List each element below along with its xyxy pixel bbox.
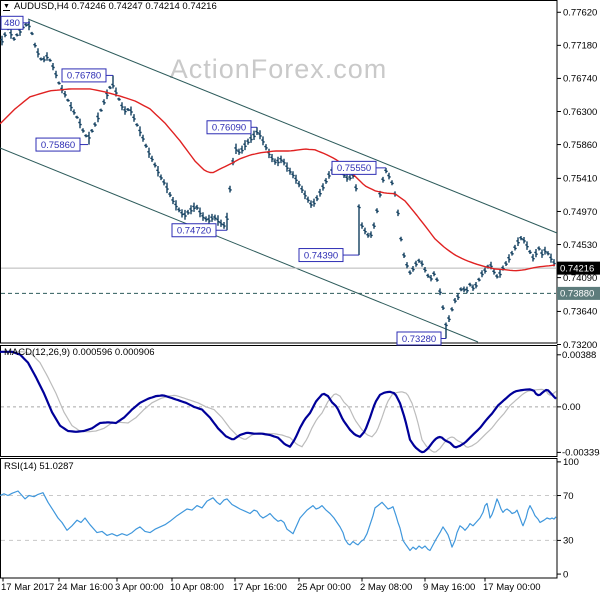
price-annotation-label: 0.74720 (177, 226, 211, 237)
time-label: 3 Apr 00:00 (115, 582, 164, 593)
current-price-badge-label: 0.74216 (560, 263, 594, 274)
price-axis-label: 0.76300 (563, 107, 597, 118)
level-price-badge-label: 0.73880 (560, 289, 594, 300)
rsi-axis-label: 70 (563, 491, 574, 502)
macd-panel-border (0, 345, 558, 457)
main-panel-border (0, 0, 558, 344)
macd-axis-label: 0.00388 (562, 350, 596, 361)
macd-line[interactable] (0, 350, 557, 454)
price-annotation-box (331, 160, 377, 175)
time-label: 17 Mar 2017 (1, 582, 55, 593)
ma-line[interactable] (0, 88, 556, 272)
channel-lower[interactable] (0, 147, 479, 343)
price-annotation-box (396, 331, 442, 346)
time-label: 10 Apr 08:00 (170, 582, 224, 593)
channel-upper[interactable] (27, 18, 558, 234)
price-annotation-box (35, 137, 81, 152)
rsi-axis-label: 100 (563, 457, 579, 468)
macd-axis-label: -0.003394 (562, 448, 600, 459)
price-axis-label: 0.77620 (563, 8, 597, 19)
symbol-quote-line: AUDUSD,H4 0.74246 0.74247 0.74214 0.7421… (13, 1, 217, 12)
price-axis-label: 0.74530 (563, 240, 597, 251)
time-label: 9 May 16:00 (423, 582, 476, 593)
price-axis-label: 0.77180 (563, 41, 597, 52)
price-annotation-label: 0.73280 (402, 334, 436, 345)
price-annotation-box (171, 223, 217, 238)
rsi-line[interactable] (0, 490, 557, 552)
time-label: 25 Apr 00:00 (297, 582, 351, 593)
symbol-dropdown-icon[interactable]: ▼ (3, 3, 10, 11)
macd-indicator-label: MACD(12,26,9) 0.000596 0.000906 (4, 347, 155, 358)
price-annotation-label: 480 (4, 18, 20, 29)
price-annotation-label: 0.76090 (212, 123, 246, 134)
chart-header: ▼ AUDUSD,H4 0.74246 0.74247 0.74214 0.742… (3, 1, 217, 12)
current-price-badge (557, 261, 600, 275)
time-label: 17 Apr 16:00 (233, 582, 287, 593)
rsi-indicator-label: RSI(14) 51.0287 (4, 461, 74, 472)
time-label: 24 Mar 16:00 (57, 582, 113, 593)
level-price-badge (557, 286, 600, 300)
rsi-panel-border (0, 458, 558, 579)
price-axis-label: 0.73200 (563, 340, 597, 351)
time-label: 17 May 00:00 (483, 582, 541, 593)
rsi-axis-label: 30 (563, 536, 574, 547)
rsi-axis-label: 0 (563, 569, 568, 580)
price-annotation-label: 0.76780 (67, 71, 101, 82)
time-label: 2 May 08:00 (360, 582, 413, 593)
price-axis-label: 0.73640 (563, 307, 597, 318)
price-annotation-label: 0.74390 (304, 250, 338, 261)
price-axis-label: 0.75860 (563, 140, 597, 151)
price-axis-label: 0.74970 (563, 207, 597, 218)
price-annotation-box (0, 15, 24, 30)
time-axis: 17 Mar 2017 24 Mar 16:00 3 Apr 00:00 10 Apr… (0, 582, 600, 596)
price-annotation-box (61, 68, 107, 83)
watermark: ActionForex.com (169, 54, 388, 84)
price-annotation-box (206, 120, 252, 135)
price-axis-label: 0.74090 (563, 273, 597, 284)
price-axis-label: 0.76740 (563, 74, 597, 85)
price-annotation-label: 0.75550 (337, 163, 371, 174)
macd-axis-label: 0.00 (562, 402, 581, 413)
price-axis-label: 0.75410 (563, 174, 597, 185)
price-annotation-box (298, 248, 344, 263)
price-bars[interactable] (0, 20, 556, 339)
price-annotation-label: 0.75860 (41, 140, 75, 151)
